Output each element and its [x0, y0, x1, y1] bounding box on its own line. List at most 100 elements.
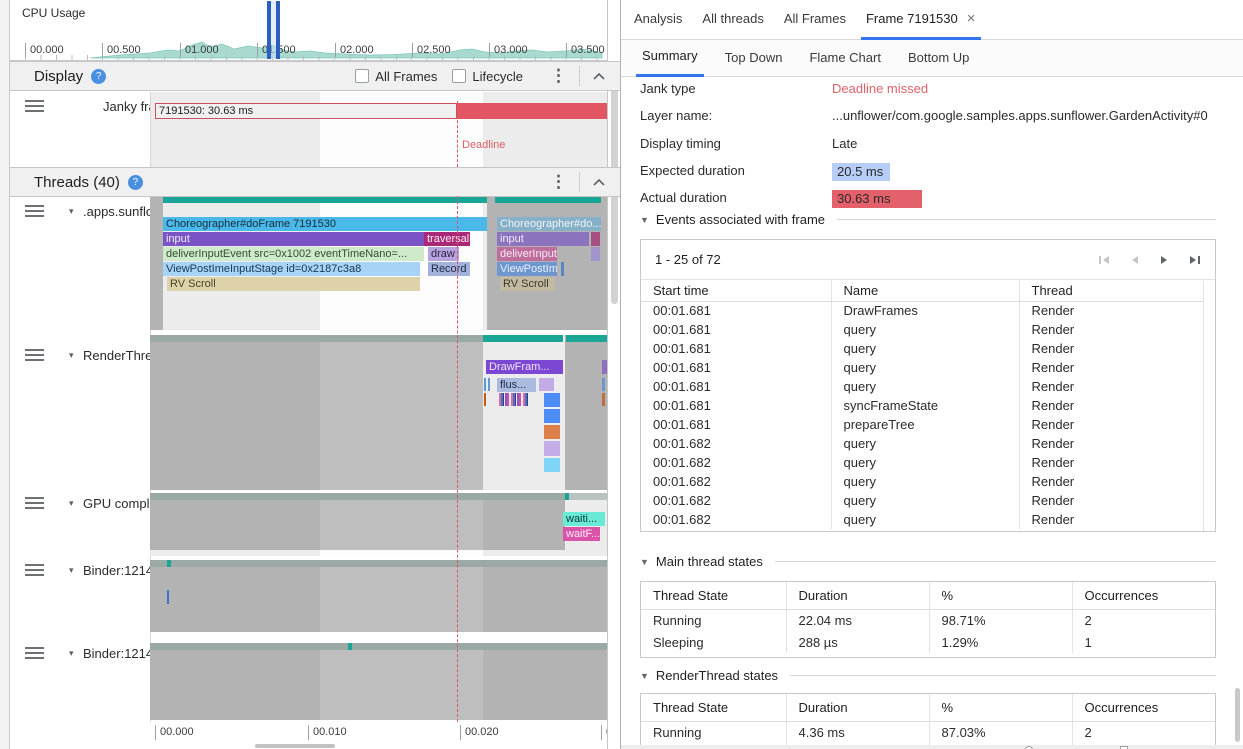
help-icon[interactable]: ?: [91, 68, 107, 84]
expand-arrow-icon[interactable]: ▾: [69, 565, 74, 575]
event-segment[interactable]: [488, 378, 490, 391]
next-page-icon[interactable]: [1159, 255, 1169, 265]
more-options-icon[interactable]: ⋮: [550, 66, 567, 85]
event-segment[interactable]: [539, 378, 554, 391]
column-header-occurrences[interactable]: Occurrences: [1071, 694, 1215, 722]
table-row[interactable]: Sleeping 288 µs 1.29% 1: [641, 631, 1215, 653]
lifecycle-checkbox[interactable]: Lifecycle: [452, 69, 523, 84]
time-axis[interactable]: 00.000 00.010 00.020 0: [150, 722, 607, 744]
first-page-icon[interactable]: [1098, 255, 1111, 265]
event-segment[interactable]: [544, 393, 560, 407]
drag-handle-icon[interactable]: [25, 349, 44, 362]
table-row[interactable]: 00:01.681 query Render: [641, 377, 1205, 396]
column-header-name[interactable]: Name: [830, 280, 1019, 302]
column-header-duration[interactable]: Duration: [785, 582, 929, 610]
subtab-summary[interactable]: Summary: [636, 40, 704, 77]
checkbox-box[interactable]: [452, 69, 467, 83]
event-flush[interactable]: flus...: [497, 378, 536, 392]
janky-frame-bar[interactable]: 7191530: 30.63 ms: [155, 103, 457, 119]
track-gpu-completion[interactable]: waiti... waitF...: [150, 493, 607, 556]
subtab-bottom-up[interactable]: Bottom Up: [907, 49, 970, 65]
event-view-post-ime-dim[interactable]: ViewPostImeInp...: [497, 262, 557, 276]
last-page-icon[interactable]: [1188, 255, 1201, 265]
track-renderthread[interactable]: DrawFram... flus...: [150, 335, 607, 490]
event-segment[interactable]: [591, 247, 600, 261]
horizontal-scrollbar-thumb[interactable]: [255, 744, 335, 748]
table-row[interactable]: 00:01.681 syncFrameState Render: [641, 396, 1205, 415]
event-draw[interactable]: draw: [428, 247, 459, 261]
event-input[interactable]: input: [163, 232, 424, 246]
column-header-thread-state[interactable]: Thread State: [641, 582, 786, 610]
track-apps-sunflower[interactable]: Choreographer#doFrame 7191530 input trav…: [150, 196, 607, 330]
column-header-percent[interactable]: %: [928, 582, 1072, 610]
table-row[interactable]: 00:01.682 query Render: [641, 434, 1205, 453]
event-deliver-input-dim[interactable]: deliverInputEven...: [497, 247, 557, 261]
right-scrollbar-thumb[interactable]: [1235, 688, 1240, 742]
close-icon[interactable]: ×: [966, 9, 976, 27]
thread-label-renderthread[interactable]: RenderThread: [83, 348, 167, 363]
drag-handle-icon[interactable]: [25, 564, 44, 577]
tab-all-threads[interactable]: All threads: [702, 10, 764, 26]
tab-all-frames[interactable]: All Frames: [783, 10, 846, 26]
table-row[interactable]: 00:01.681 query Render: [641, 358, 1205, 377]
track-binder-12145-4[interactable]: [150, 560, 607, 632]
drag-handle-icon[interactable]: [25, 205, 44, 218]
drag-handle-icon[interactable]: [25, 497, 44, 510]
event-segment[interactable]: [602, 393, 605, 406]
drag-handle-icon[interactable]: [25, 100, 44, 113]
table-row[interactable]: 00:01.681 prepareTree Render: [641, 415, 1205, 434]
event-segment[interactable]: [544, 425, 560, 439]
column-header-thread[interactable]: Thread: [1018, 280, 1205, 302]
help-icon[interactable]: ?: [127, 174, 143, 190]
event-segment[interactable]: [484, 378, 486, 391]
panel-splitter[interactable]: [620, 0, 621, 749]
subtab-flame-chart[interactable]: Flame Chart: [809, 49, 881, 65]
more-options-icon[interactable]: ⋮: [550, 172, 567, 191]
table-row[interactable]: 00:01.682 query Render: [641, 510, 1205, 529]
table-row[interactable]: 00:01.682 query Render: [641, 491, 1205, 510]
column-header-percent[interactable]: %: [928, 694, 1072, 722]
event-view-post-ime[interactable]: ViewPostImeInputStage id=0x2187c3a8: [163, 262, 420, 276]
table-row[interactable]: 00:01.681 DrawFrames Render: [641, 301, 1205, 320]
column-header-thread-state[interactable]: Thread State: [641, 694, 786, 722]
event-wait-fence[interactable]: waitF...: [563, 527, 600, 541]
table-row[interactable]: 00:01.681 query Render: [641, 339, 1205, 358]
event-segment[interactable]: [591, 232, 600, 246]
collapse-icon[interactable]: [593, 72, 605, 80]
event-segment[interactable]: [561, 262, 564, 276]
tab-frame-7191530[interactable]: Frame 7191530 ×: [860, 0, 981, 40]
event-segment[interactable]: [167, 590, 169, 604]
event-segment-group[interactable]: [499, 393, 529, 406]
collapse-triangle-icon[interactable]: ▼: [640, 556, 649, 567]
event-segment[interactable]: [544, 458, 560, 472]
janky-frames-track[interactable]: 7191530: 30.63 ms Deadline: [150, 92, 607, 167]
table-row[interactable]: 00:01.682 query Render: [641, 453, 1205, 472]
event-drawframes[interactable]: DrawFram...: [486, 360, 563, 374]
column-header-duration[interactable]: Duration: [785, 694, 929, 722]
table-row[interactable]: 00:01.682 query Render: [641, 472, 1205, 491]
event-input-dim[interactable]: input: [497, 232, 589, 246]
table-row[interactable]: Running 22.04 ms 98.71% 2: [641, 609, 1215, 631]
column-header-start-time[interactable]: Start time: [641, 280, 831, 302]
cpu-usage-minimap[interactable]: CPU Usage 00.000 00.500 01.000 01.500 02…: [10, 0, 607, 61]
expand-arrow-icon[interactable]: ▾: [69, 498, 74, 508]
collapse-triangle-icon[interactable]: ▼: [640, 670, 649, 681]
selection-range-marker[interactable]: [267, 1, 280, 59]
event-segment[interactable]: [602, 360, 607, 374]
collapse-triangle-icon[interactable]: ▼: [640, 214, 649, 225]
event-traversal[interactable]: traversal: [424, 232, 470, 246]
event-record[interactable]: Record ...: [428, 262, 470, 276]
expand-arrow-icon[interactable]: ▾: [69, 648, 74, 658]
track-binder-12145-2[interactable]: [150, 643, 607, 720]
event-segment[interactable]: [602, 378, 605, 391]
table-row[interactable]: 00:01.681 query Render: [641, 320, 1205, 339]
expand-arrow-icon[interactable]: ▾: [69, 350, 74, 360]
event-segment[interactable]: [544, 409, 560, 423]
event-waiting[interactable]: waiti...: [563, 512, 605, 526]
event-choreographer-doframe[interactable]: Choreographer#doFrame 7191530: [163, 217, 487, 231]
event-rv-scroll[interactable]: RV Scroll: [167, 277, 420, 291]
all-frames-checkbox[interactable]: All Frames: [355, 69, 437, 84]
janky-frame-overrun[interactable]: [457, 103, 607, 119]
drag-handle-icon[interactable]: [25, 647, 44, 660]
checkbox-box[interactable]: [355, 69, 370, 83]
